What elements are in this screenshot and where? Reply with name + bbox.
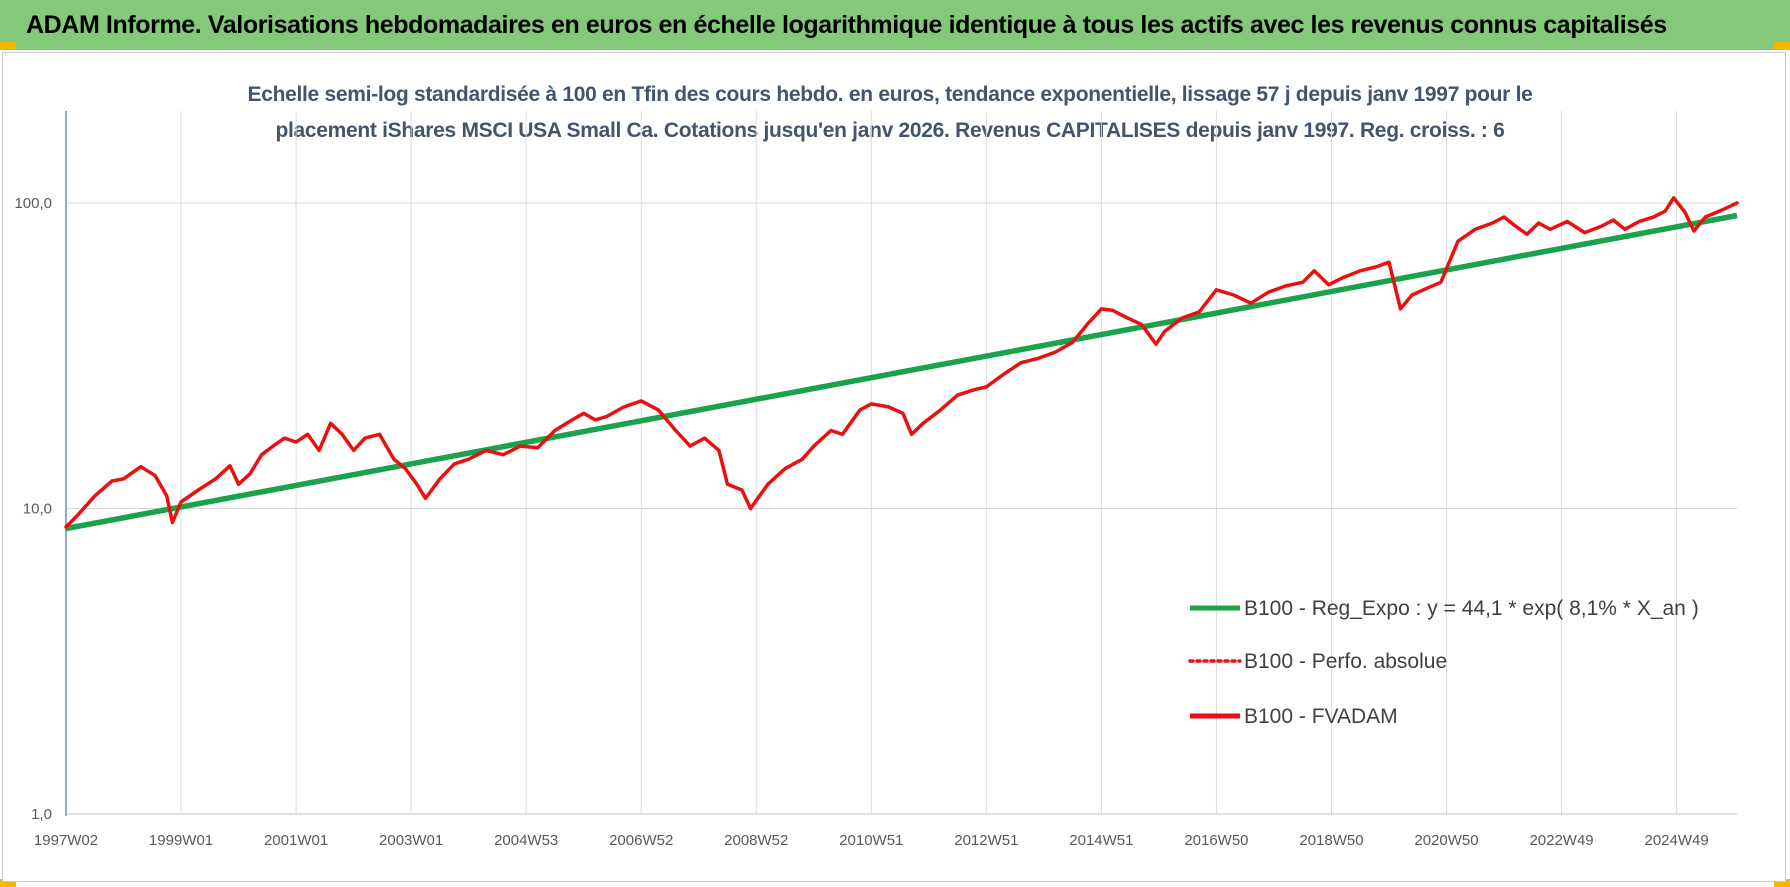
legend-item-reg-expo-label: B100 - Reg_Expo : y = 44,1 * exp( 8,1% *…	[1244, 597, 1699, 620]
x-tick-label: 2018W50	[1299, 832, 1363, 849]
legend-item-fvadam-label: B100 - FVADAM	[1244, 705, 1398, 728]
chart-frame	[2, 52, 1786, 882]
legend-item-perfo-absolue-label: B100 - Perfo. absolue	[1244, 650, 1447, 673]
corner-marker-bl	[0, 879, 16, 887]
x-tick-label: 2008W52	[724, 832, 788, 849]
x-tick-label: 2022W49	[1529, 832, 1593, 849]
series-reg-expo-line	[65, 212, 1738, 532]
x-tick-label: 1999W01	[149, 832, 213, 849]
corner-marker-br	[1774, 879, 1790, 887]
x-tick-label: 2014W51	[1069, 832, 1133, 849]
y-tick-label: 100,0	[14, 195, 52, 212]
report-banner: ADAM Informe. Valorisations hebdomadaire…	[0, 0, 1790, 50]
corner-marker-tl	[0, 42, 16, 50]
x-tick-label: 2020W50	[1414, 832, 1478, 849]
corner-marker-tr	[1774, 42, 1790, 50]
y-tick-label: 1,0	[31, 806, 52, 823]
x-tick-label: 2006W52	[609, 832, 673, 849]
x-tick-label: 2024W49	[1644, 832, 1708, 849]
chart-title: Echelle semi-log standardisée à 100 en T…	[200, 77, 1580, 149]
x-tick-label: 2010W51	[839, 832, 903, 849]
chart-title-line-1: Echelle semi-log standardisée à 100 en T…	[247, 83, 1533, 106]
series-fvadam-line	[64, 196, 1739, 529]
x-tick-label: 2012W51	[954, 832, 1018, 849]
y-tick-label: 10,0	[23, 501, 52, 518]
x-tick-label: 2004W53	[494, 832, 558, 849]
x-tick-label: 2001W01	[264, 832, 328, 849]
x-tick-label: 2003W01	[379, 832, 443, 849]
x-tick-label: 1997W02	[34, 832, 98, 849]
x-tick-label: 2016W50	[1184, 832, 1248, 849]
chart-title-line-2: placement iShares MSCI USA Small Ca. Cot…	[275, 119, 1505, 142]
report-title: ADAM Informe. Valorisations hebdomadaire…	[26, 10, 1667, 39]
